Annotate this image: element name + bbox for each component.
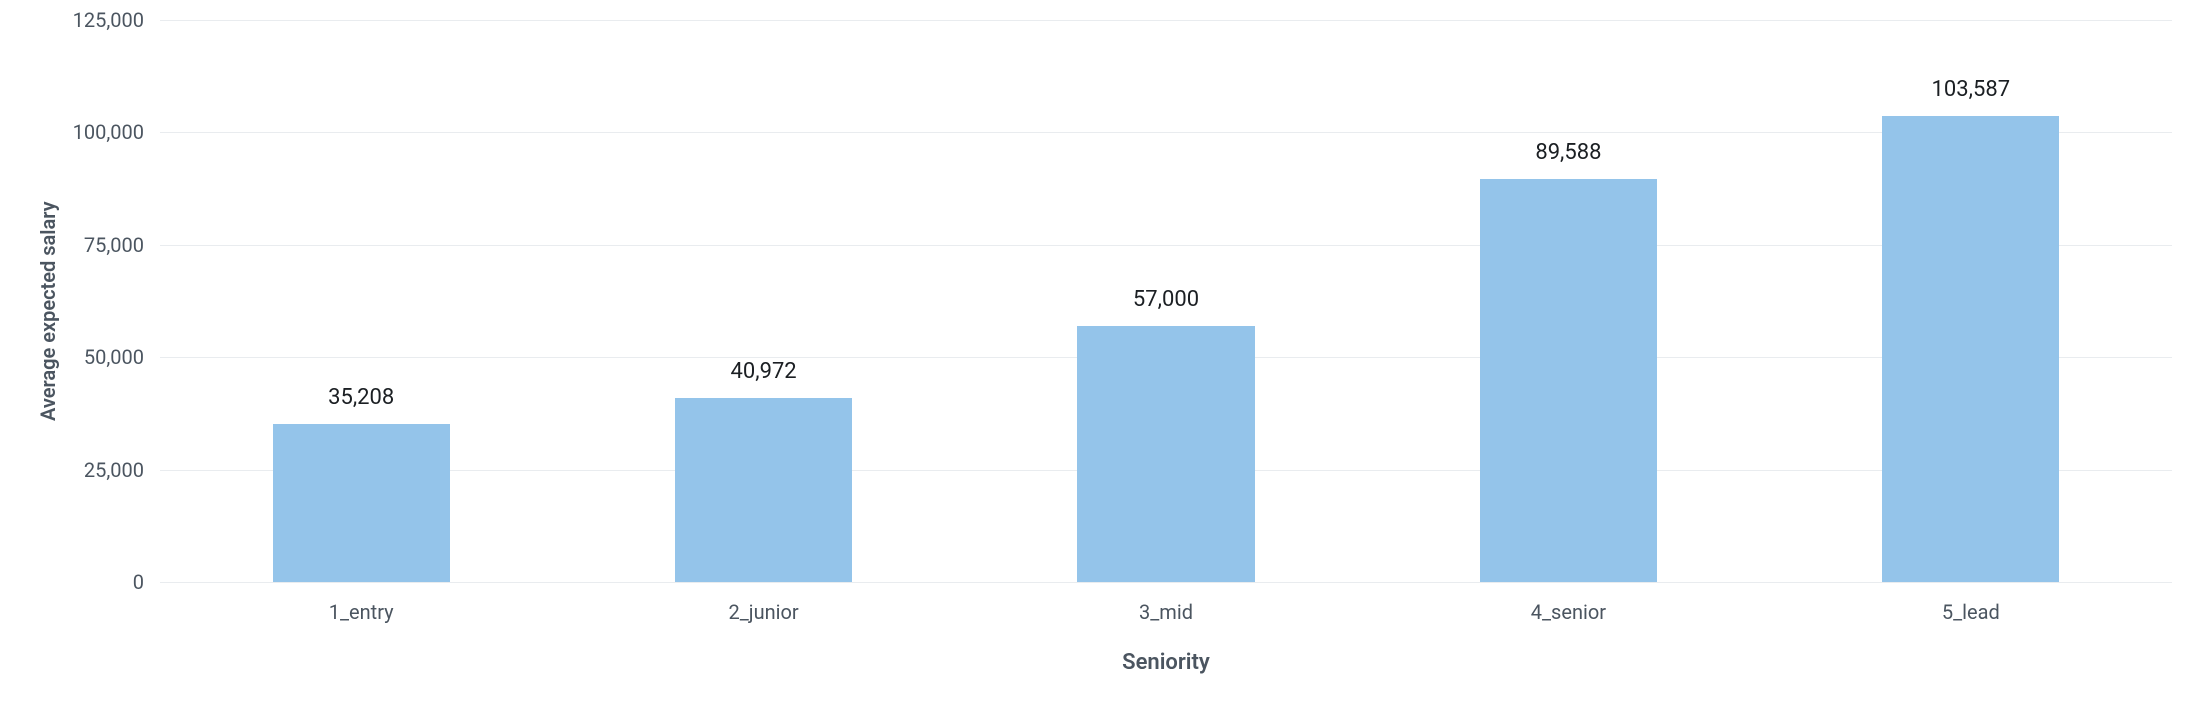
bar-value-label: 89,588: [1535, 140, 1601, 165]
bar: 57,000: [1077, 326, 1254, 582]
bar-value-label: 40,972: [731, 359, 797, 384]
bar-slot: 40,9722_junior: [562, 20, 964, 582]
y-tick-label: 125,000: [0, 8, 144, 32]
y-tick-label: 75,000: [0, 233, 144, 257]
bar-slot: 35,2081_entry: [160, 20, 562, 582]
bar-slot: 57,0003_mid: [965, 20, 1367, 582]
x-axis-title: Seniority: [160, 650, 2172, 675]
bar: 35,208: [273, 424, 450, 582]
bar-slot: 89,5884_senior: [1367, 20, 1769, 582]
bars-container: 35,2081_entry40,9722_junior57,0003_mid89…: [160, 20, 2172, 582]
y-tick-label: 50,000: [0, 345, 144, 369]
bar-value-label: 103,587: [1932, 77, 2011, 102]
gridline: [160, 582, 2172, 583]
bar: 103,587: [1882, 116, 2059, 582]
bar-slot: 103,5875_lead: [1770, 20, 2172, 582]
bar: 40,972: [675, 398, 852, 582]
bar-value-label: 57,000: [1133, 287, 1199, 312]
y-tick-label: 25,000: [0, 458, 144, 482]
x-tick-label: 3_mid: [1139, 600, 1193, 624]
bar-value-label: 35,208: [328, 385, 394, 410]
x-tick-label: 2_junior: [729, 600, 799, 624]
y-tick-label: 0: [0, 570, 144, 594]
plot-area: 35,2081_entry40,9722_junior57,0003_mid89…: [160, 20, 2172, 582]
y-tick-label: 100,000: [0, 120, 144, 144]
x-tick-label: 5_lead: [1942, 600, 2000, 624]
bar: 89,588: [1480, 179, 1657, 582]
salary-by-seniority-chart: Average expected salary 35,2081_entry40,…: [0, 0, 2212, 712]
x-tick-label: 1_entry: [329, 600, 394, 624]
x-tick-label: 4_senior: [1531, 600, 1606, 624]
